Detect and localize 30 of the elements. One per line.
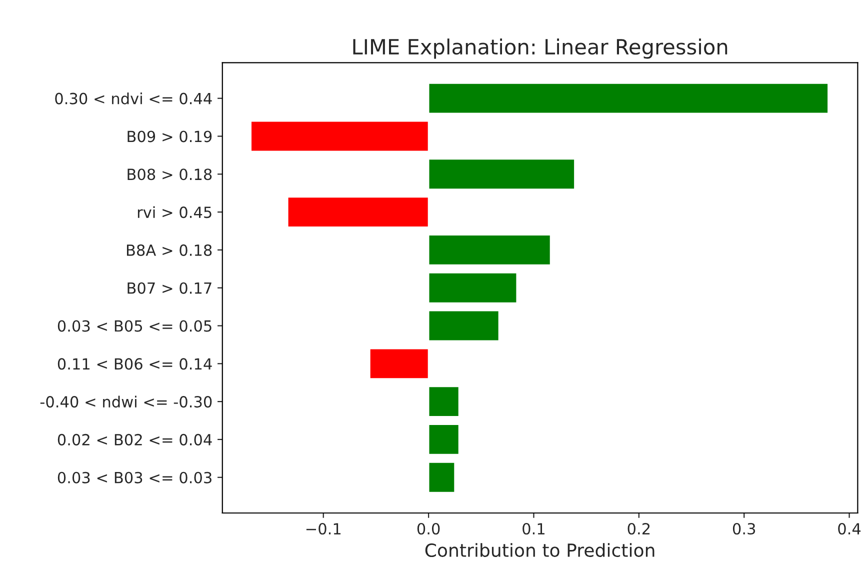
y-tick-label: 0.03 < B05 <= 0.05 [58,320,212,332]
bar [428,234,552,266]
x-tick-label: 0.0 [417,522,440,535]
bar [428,272,518,304]
x-tick-label: 0.3 [732,522,756,535]
x-tick-label: −0.1 [306,522,341,535]
bar [428,424,460,456]
x-tick-label: 0.2 [628,522,650,535]
bar [368,348,430,380]
bar [428,158,576,190]
bar [286,196,430,228]
y-tick-label: B8A > 0.18 [126,244,212,256]
y-tick-label: 0.02 < B02 <= 0.04 [58,434,212,446]
bar [428,310,500,342]
y-tick-label: B07 > 0.17 [128,282,212,294]
y-tick-label: B08 > 0.18 [128,168,212,180]
y-tick-label: -0.40 < ndwi <= -0.30 [40,396,212,408]
chart-title: LIME Explanation: Linear Regression [353,38,728,59]
bar [428,386,460,418]
y-tick-label: 0.30 < ndvi <= 0.44 [55,92,212,104]
bar [250,120,430,152]
y-tick-label: B09 > 0.19 [128,130,212,142]
y-tick-label: rvi > 0.45 [138,206,212,218]
x-tick-label: 0.4 [838,522,861,535]
y-tick-label: 0.03 < B03 <= 0.03 [58,472,212,484]
bar [428,462,456,494]
bar [428,82,829,114]
y-tick-label: 0.11 < B06 <= 0.14 [58,358,212,370]
x-axis-title: Contribution to Prediction [425,543,654,558]
x-tick-label: 0.1 [522,522,544,535]
